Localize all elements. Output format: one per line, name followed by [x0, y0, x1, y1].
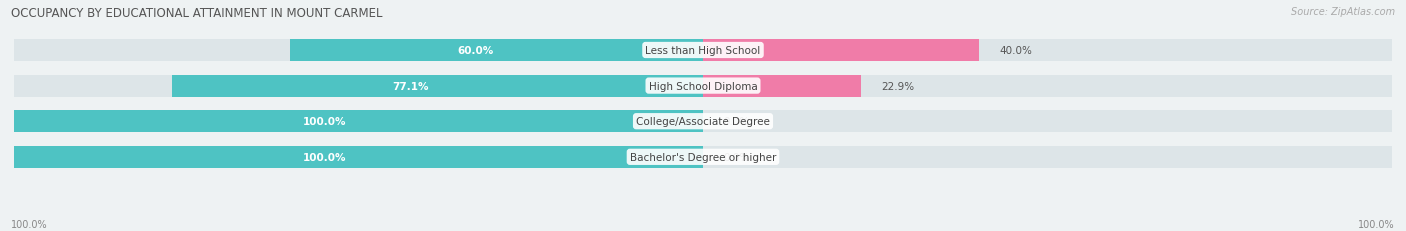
- Bar: [703, 40, 979, 62]
- Text: 100.0%: 100.0%: [302, 117, 346, 127]
- Text: 0.0%: 0.0%: [724, 152, 749, 162]
- Bar: [14, 111, 703, 133]
- Text: High School Diploma: High School Diploma: [648, 81, 758, 91]
- Text: 77.1%: 77.1%: [392, 81, 429, 91]
- Text: 0.0%: 0.0%: [724, 117, 749, 127]
- Text: 100.0%: 100.0%: [11, 219, 48, 229]
- Bar: [14, 146, 1392, 168]
- Bar: [172, 75, 703, 97]
- Text: Less than High School: Less than High School: [645, 46, 761, 56]
- Bar: [703, 75, 860, 97]
- Text: OCCUPANCY BY EDUCATIONAL ATTAINMENT IN MOUNT CARMEL: OCCUPANCY BY EDUCATIONAL ATTAINMENT IN M…: [11, 7, 382, 20]
- Text: 60.0%: 60.0%: [457, 46, 494, 56]
- Text: Source: ZipAtlas.com: Source: ZipAtlas.com: [1291, 7, 1395, 17]
- Text: 100.0%: 100.0%: [302, 152, 346, 162]
- Text: 22.9%: 22.9%: [882, 81, 914, 91]
- Bar: [14, 75, 1392, 97]
- Bar: [14, 40, 1392, 62]
- Bar: [14, 146, 703, 168]
- Text: Bachelor's Degree or higher: Bachelor's Degree or higher: [630, 152, 776, 162]
- Bar: [290, 40, 703, 62]
- Text: 100.0%: 100.0%: [1358, 219, 1395, 229]
- Bar: [14, 111, 1392, 133]
- Text: 40.0%: 40.0%: [1000, 46, 1032, 56]
- Text: College/Associate Degree: College/Associate Degree: [636, 117, 770, 127]
